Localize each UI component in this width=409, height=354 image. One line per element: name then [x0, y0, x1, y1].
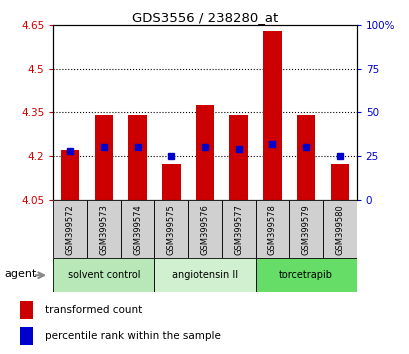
Bar: [53, 200, 87, 258]
Bar: [120, 200, 154, 258]
Bar: [162, 164, 180, 200]
Bar: [154, 258, 255, 292]
Text: GSM399579: GSM399579: [301, 204, 310, 255]
Text: solvent control: solvent control: [67, 270, 140, 280]
Text: percentile rank within the sample: percentile rank within the sample: [45, 331, 220, 341]
Text: GSM399578: GSM399578: [267, 204, 276, 255]
Bar: [330, 164, 348, 200]
Bar: [195, 105, 214, 200]
Text: GSM399572: GSM399572: [65, 204, 74, 255]
Text: torcetrapib: torcetrapib: [279, 270, 333, 280]
Bar: [289, 200, 322, 258]
Bar: [255, 200, 289, 258]
Text: angiotensin II: angiotensin II: [171, 270, 238, 280]
Bar: [128, 115, 146, 200]
Title: GDS3556 / 238280_at: GDS3556 / 238280_at: [132, 11, 277, 24]
Text: GSM399575: GSM399575: [166, 204, 175, 255]
Bar: [53, 258, 154, 292]
Bar: [188, 200, 221, 258]
Text: GSM399577: GSM399577: [234, 204, 243, 255]
Bar: [255, 258, 356, 292]
Text: GSM399576: GSM399576: [200, 204, 209, 255]
Bar: [20, 327, 33, 345]
Bar: [322, 200, 356, 258]
Text: GSM399580: GSM399580: [335, 204, 344, 255]
Text: GSM399573: GSM399573: [99, 204, 108, 255]
Bar: [20, 301, 33, 319]
Text: agent: agent: [4, 269, 36, 279]
Bar: [87, 200, 120, 258]
Bar: [94, 115, 113, 200]
Bar: [221, 200, 255, 258]
Bar: [61, 150, 79, 200]
Text: GSM399574: GSM399574: [133, 204, 142, 255]
Bar: [263, 31, 281, 200]
Text: transformed count: transformed count: [45, 305, 142, 315]
Bar: [296, 115, 315, 200]
Bar: [229, 115, 247, 200]
Bar: [154, 200, 188, 258]
